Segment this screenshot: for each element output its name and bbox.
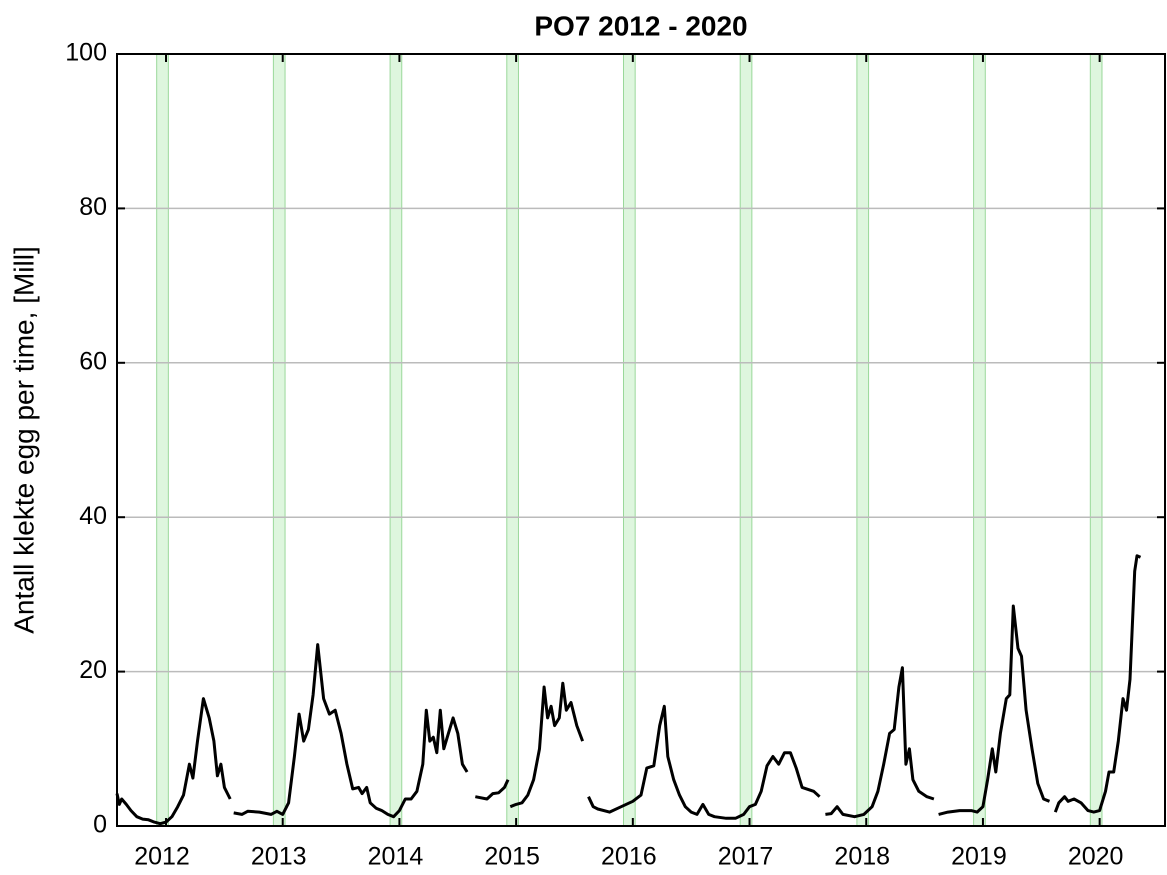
y-tick-label: 40: [79, 502, 107, 530]
grid: [117, 207, 1165, 673]
ticks: 0 20 40 60 80 100 2012 2013 2014 2015 2016 2017 2018…: [65, 39, 1165, 871]
x-tick-label: 2014: [368, 843, 424, 871]
y-tick-label: 80: [79, 193, 107, 221]
shaded-period: [156, 53, 169, 827]
data-line: [115, 554, 1142, 826]
x-tick-label: 2012: [134, 843, 190, 871]
shaded-period: [973, 53, 986, 827]
chart-title: PO7 2012 - 2020: [534, 10, 747, 41]
y-axis-label: Antall klekte egg per time, [Mill]: [8, 246, 39, 634]
y-tick-label: 100: [65, 39, 107, 67]
shaded-period: [389, 53, 403, 827]
shaded-period: [622, 53, 636, 827]
y-tick-label: 20: [79, 656, 107, 684]
x-tick-label: 2015: [484, 843, 540, 871]
shaded-period: [506, 53, 519, 827]
x-tick-label: 2016: [601, 843, 657, 871]
y-tick-label: 0: [93, 811, 107, 839]
x-tick-label: 2019: [951, 843, 1007, 871]
lines: [115, 554, 1142, 826]
shaded-period: [272, 53, 286, 827]
shaded-period: [1089, 53, 1103, 827]
x-tick-label: 2017: [718, 843, 774, 871]
bands: [156, 53, 1103, 827]
y-tick-label: 60: [79, 347, 107, 375]
plot-frame: [116, 53, 1166, 827]
x-tick-label: 2013: [251, 843, 307, 871]
x-tick-label: 2018: [834, 843, 890, 871]
x-tick-label: 2020: [1068, 843, 1124, 871]
shaded-period: [739, 53, 753, 827]
shaded-period: [856, 53, 870, 827]
